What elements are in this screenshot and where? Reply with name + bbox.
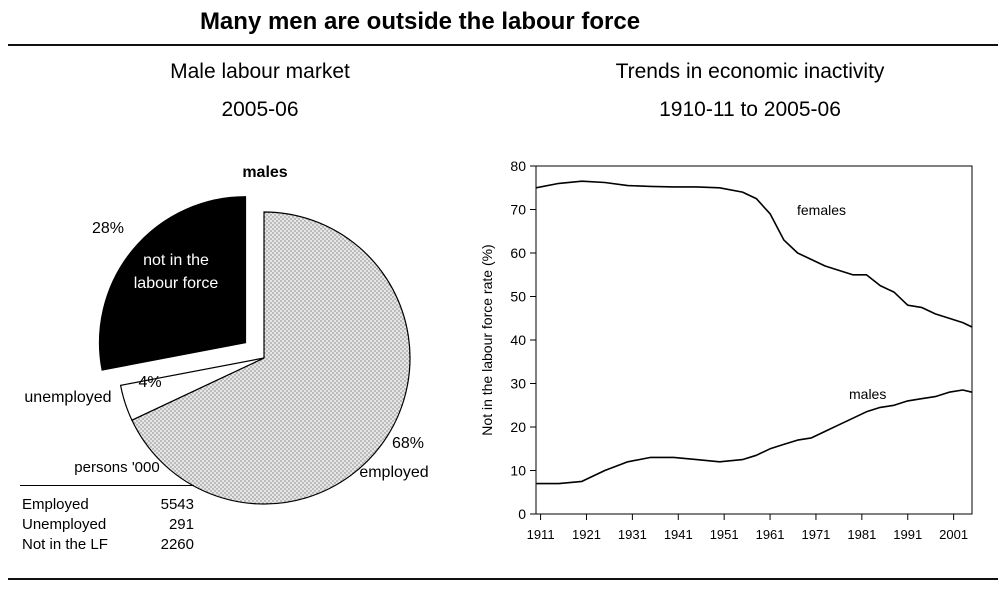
pie-label-not-in-lf-line1: not in the [143,252,209,269]
table-rule [20,485,194,486]
pie-label-unemployed: unemployed [24,389,111,406]
table-row-value: 291 [168,516,194,533]
x-tick-label: 1971 [801,527,830,542]
pie-title: Male labour market [170,60,350,83]
y-tick-label: 50 [510,289,526,305]
pie-subtitle: 2005-06 [221,98,299,121]
pie-pct-employed: 68% [392,435,424,452]
table-row-label: Not in the LF [22,536,108,553]
table-row-label: Employed [22,496,89,513]
pie-slice-not-in-the-labour-force [98,196,247,371]
x-tick-label: 1941 [664,527,693,542]
bottom-rule [8,578,998,580]
y-tick-label: 70 [510,202,526,218]
y-tick-label: 30 [510,376,526,392]
pie-slice-unemployed [119,357,265,421]
table-row: Employed 5543 [22,495,194,515]
x-tick-label: 1951 [710,527,739,542]
pie-pct-unemployed: 4% [138,374,161,391]
line-title: Trends in economic inactivity [615,60,885,83]
line-subtitle: 1910-11 to 2005-06 [659,98,841,121]
series-line-females [535,180,973,328]
table-row-label: Unemployed [22,516,107,533]
table-row: Not in the LF 2260 [22,535,194,555]
x-tick-label: 1981 [847,527,876,542]
x-tick-label: 2001 [939,527,968,542]
pie-label-not-in-lf-line2: labour force [134,275,219,292]
plot-frame [535,165,973,515]
x-tick-label: 1931 [618,527,647,542]
persons-table-header: persons '000 [74,459,160,476]
page-title: Many men are outside the labour force [199,8,641,35]
series-line-males [536,389,973,485]
x-tick-label: 1991 [893,527,922,542]
pie-label-employed: employed [359,464,428,481]
y-tick-label: 40 [510,332,526,348]
x-tick-label: 1911 [527,527,555,542]
persons-table: persons '000 Employed 5543 Unemployed 29… [20,459,194,555]
x-tick-label: 1921 [572,527,601,542]
pie-pct-not-in-lf: 28% [92,220,124,237]
series-label-males: males [849,386,886,402]
table-row-value: 5543 [160,496,194,513]
y-tick-label: 10 [510,463,526,479]
y-tick-label: 80 [510,158,526,174]
y-tick-label: 0 [518,506,526,522]
y-tick-label: 20 [510,419,526,435]
pie-legend-label: males [242,164,287,181]
y-axis-label: Not in the labour force rate (%) [479,244,495,435]
x-tick-label: 1961 [756,527,785,542]
series-label-females: females [797,202,846,218]
table-row-value: 2260 [160,536,194,553]
top-rule [8,44,998,46]
y-tick-label: 60 [510,245,526,261]
table-row: Unemployed 291 [22,515,194,535]
